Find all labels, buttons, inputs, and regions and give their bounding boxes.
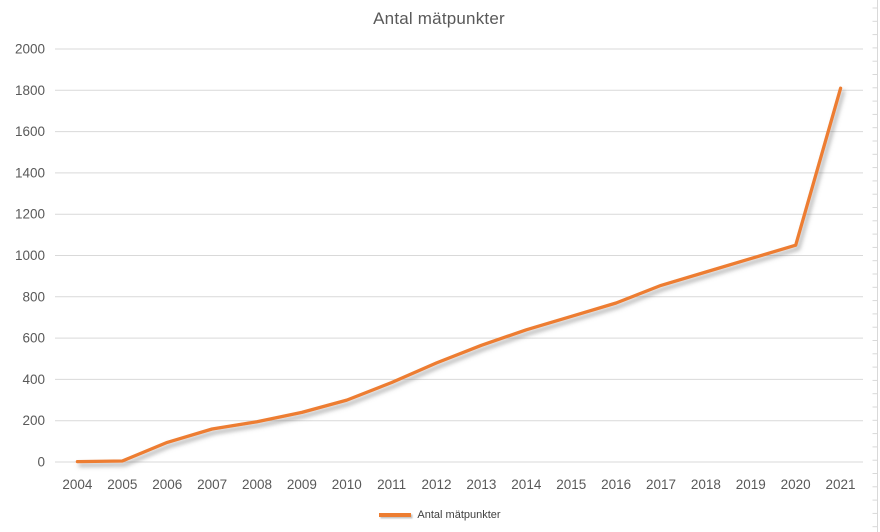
y-tick-label: 600 (22, 331, 45, 346)
x-tick-label: 2016 (601, 477, 631, 492)
x-tick-label: 2011 (377, 477, 406, 492)
y-tick-label: 200 (22, 413, 45, 428)
legend-line-marker-icon (379, 513, 412, 517)
x-tick-label: 2009 (287, 477, 317, 492)
x-tick-label: 2020 (781, 477, 811, 492)
y-tick-label: 1200 (15, 207, 45, 222)
x-tick-label: 2019 (736, 477, 766, 492)
y-tick-label: 400 (22, 372, 45, 387)
x-tick-label: 2015 (556, 477, 586, 492)
y-tick-label: 1600 (15, 124, 45, 139)
y-tick-label: 1000 (15, 248, 45, 263)
x-tick-label: 2012 (422, 477, 452, 492)
y-tick-label: 1800 (15, 83, 45, 98)
chart-title: Antal mätpunkter (373, 9, 505, 28)
x-tick-label: 2007 (197, 477, 227, 492)
x-tick-label: 2008 (242, 477, 272, 492)
x-tick-label: 2004 (62, 477, 93, 492)
legend-label: Antal mätpunkter (417, 509, 501, 521)
y-tick-label: 0 (37, 455, 45, 470)
legend: Antal mätpunkter (0, 506, 880, 524)
x-tick-label: 2013 (466, 477, 496, 492)
x-tick-label: 2006 (152, 477, 182, 492)
x-tick-label: 2021 (826, 477, 856, 492)
x-tick-label: 2018 (691, 477, 721, 492)
x-tick-label: 2005 (107, 477, 137, 492)
y-tick-label: 2000 (15, 42, 45, 57)
data-series-line (75, 86, 843, 464)
y-tick-label: 1400 (15, 165, 45, 180)
y-tick-label: 800 (22, 289, 45, 304)
x-tick-label: 2014 (511, 477, 542, 492)
x-tick-label: 2017 (646, 477, 676, 492)
x-tick-label: 2010 (332, 477, 362, 492)
